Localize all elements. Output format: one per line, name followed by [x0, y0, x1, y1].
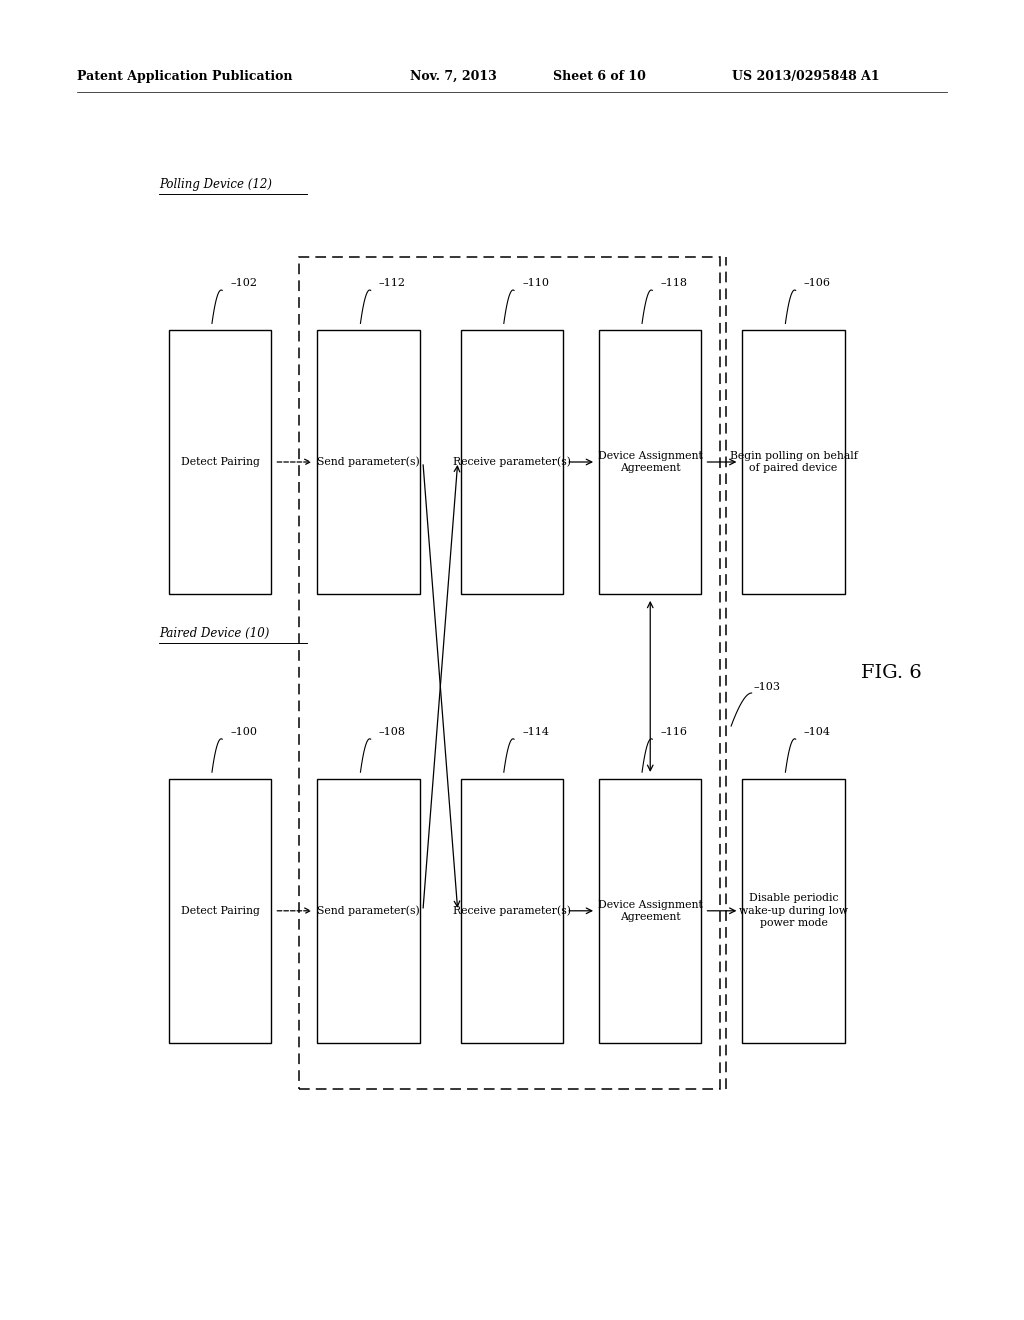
Text: Receive parameter(s): Receive parameter(s)	[453, 906, 571, 916]
Text: –118: –118	[660, 277, 687, 288]
Text: Device Assignment
Agreement: Device Assignment Agreement	[598, 900, 702, 921]
Text: –104: –104	[804, 726, 830, 737]
Text: Paired Device (10): Paired Device (10)	[159, 627, 269, 640]
Bar	[599, 779, 701, 1043]
Text: Device Assignment
Agreement: Device Assignment Agreement	[598, 451, 702, 473]
Text: –103: –103	[754, 681, 780, 692]
Text: Detect Pairing: Detect Pairing	[180, 906, 260, 916]
Text: Begin polling on behalf
of paired device: Begin polling on behalf of paired device	[730, 451, 857, 473]
Bar	[461, 779, 563, 1043]
Text: Send parameter(s): Send parameter(s)	[317, 906, 420, 916]
Text: Receive parameter(s): Receive parameter(s)	[453, 457, 571, 467]
Text: Nov. 7, 2013: Nov. 7, 2013	[410, 70, 497, 83]
Text: –102: –102	[230, 277, 257, 288]
Text: –116: –116	[660, 726, 687, 737]
Text: Send parameter(s): Send parameter(s)	[317, 457, 420, 467]
Text: FIG. 6: FIG. 6	[860, 664, 922, 682]
Text: –106: –106	[804, 277, 830, 288]
Text: –110: –110	[522, 277, 549, 288]
Bar	[169, 330, 271, 594]
Text: –114: –114	[522, 726, 549, 737]
Text: –100: –100	[230, 726, 257, 737]
Text: US 2013/0295848 A1: US 2013/0295848 A1	[732, 70, 880, 83]
Bar	[299, 257, 720, 1089]
Text: –112: –112	[379, 277, 406, 288]
Text: Detect Pairing: Detect Pairing	[180, 457, 260, 467]
Text: Patent Application Publication: Patent Application Publication	[77, 70, 292, 83]
Bar	[317, 779, 420, 1043]
Text: –108: –108	[379, 726, 406, 737]
Bar	[599, 330, 701, 594]
Text: Sheet 6 of 10: Sheet 6 of 10	[553, 70, 646, 83]
Text: Polling Device (12): Polling Device (12)	[159, 178, 271, 191]
Bar	[742, 330, 845, 594]
Bar	[742, 779, 845, 1043]
Bar	[317, 330, 420, 594]
Bar	[169, 779, 271, 1043]
Text: Disable periodic
wake-up during low
power mode: Disable periodic wake-up during low powe…	[739, 894, 848, 928]
Bar	[461, 330, 563, 594]
